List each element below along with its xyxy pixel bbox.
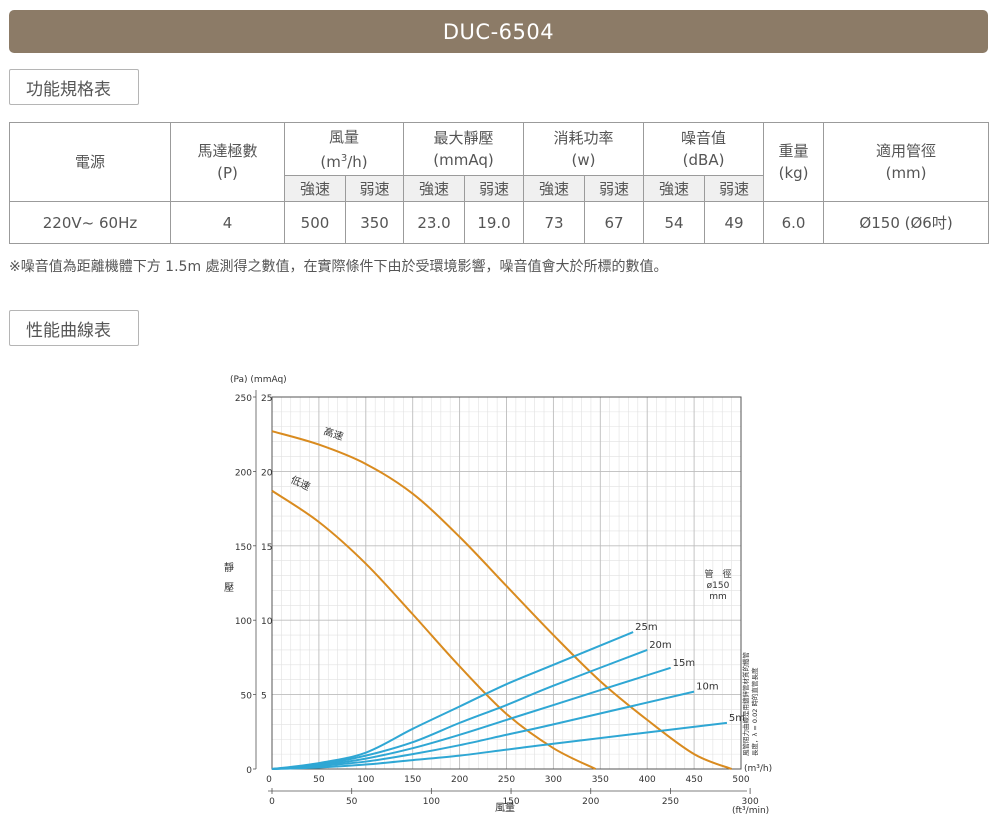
- subheader-weak: 弱速: [584, 175, 645, 202]
- x-axis-units: (m³/h): [744, 764, 772, 774]
- side-note-text: 長度，λ = 0.02 時的直管長度: [750, 667, 759, 756]
- subheader-weak: 弱速: [464, 175, 525, 202]
- cell-static-strong: 23.0: [403, 201, 466, 244]
- table-row: 220V~ 60Hz 4 500 350 23.0 19.0 73 67 54 …: [9, 201, 990, 244]
- duct-curve-10m: [271, 690, 695, 770]
- y-axis-units: (Pa) (mmAq): [230, 375, 287, 385]
- duct-length-label: 10m: [696, 682, 718, 693]
- cell-duct: Ø150 (Ø6吋): [823, 201, 990, 244]
- tab-performance-curve[interactable]: 性能曲線表: [9, 310, 139, 346]
- x-origin-label: 0: [266, 775, 272, 785]
- x-axis-title: 風量: [495, 802, 515, 814]
- y-tick-label-mmaq: 15: [261, 543, 272, 553]
- cell-consumption-strong: 73: [523, 201, 586, 244]
- y-tick-label-pa: 0: [246, 766, 252, 776]
- duct-length-label: 5m: [729, 713, 745, 724]
- cell-airflow-strong: 500: [284, 201, 346, 244]
- y-tick-label-pa: 50: [241, 692, 253, 702]
- header-duct: 適用管徑 (mm): [823, 122, 990, 202]
- cell-airflow-weak: 350: [344, 201, 405, 244]
- duct-curve-5m: [271, 721, 728, 770]
- header-airflow: 風量 (m3/h): [283, 122, 405, 176]
- duct-length-label: 25m: [635, 622, 657, 633]
- cell-consumption-weak: 67: [584, 201, 645, 244]
- x-tick-label: 350: [592, 775, 609, 785]
- x2-tick-label: 150: [502, 797, 519, 807]
- subheader-strong: 強速: [403, 175, 466, 202]
- duct-curve-15m: [271, 666, 671, 770]
- x-tick-label: 200: [451, 775, 468, 785]
- cell-noise-weak: 49: [704, 201, 765, 244]
- header-power-consumption: 消耗功率 (w): [523, 122, 645, 176]
- x2-axis-units: (ft³/min): [732, 806, 769, 816]
- cell-noise-strong: 54: [643, 201, 706, 244]
- x-tick-label: 500: [732, 775, 749, 785]
- subheader-strong: 強速: [643, 175, 706, 202]
- cell-static-weak: 19.0: [464, 201, 525, 244]
- y-tick-label-mmaq: 5: [261, 692, 267, 702]
- x-tick-label: 400: [639, 775, 656, 785]
- duct-curve-25m: [271, 631, 634, 770]
- y-axis-title: 靜: [224, 561, 234, 574]
- x2-tick-label: 300: [742, 797, 759, 807]
- header-static-pressure: 最大靜壓 (mmAq): [403, 122, 525, 176]
- y-tick-label-mmaq: 25: [261, 394, 272, 404]
- y-tick-label-pa: 200: [235, 468, 252, 478]
- y-axis-title: 壓: [224, 582, 234, 594]
- spec-table: 電源 馬達極數 (P) 風量 (m3/h) 最大靜壓 (mmAq) 消耗功率 (w) 噪…: [9, 122, 990, 244]
- header-power: 電源: [9, 122, 171, 202]
- cell-poles: 4: [170, 201, 285, 244]
- x2-tick-label: 250: [662, 797, 679, 807]
- header-weight: 重量 (kg): [763, 122, 825, 202]
- tab-spec-table[interactable]: 功能規格表: [9, 69, 139, 105]
- header-poles: 馬達極數 (P): [170, 122, 285, 202]
- subheader-weak: 弱速: [704, 175, 765, 202]
- y-tick-label-mmaq: 10: [261, 617, 273, 627]
- side-note-text: 風管阻力曲線是用鍍鋅管材質的鐵管: [741, 652, 750, 757]
- y-tick-label-pa: 100: [235, 617, 252, 627]
- duct-length-label: 20m: [649, 640, 671, 651]
- y-tick-label-pa: 250: [235, 394, 252, 404]
- fan-curve-label-high: 高速: [322, 424, 345, 443]
- x-tick-label: 300: [545, 775, 562, 785]
- cell-power: 220V~ 60Hz: [9, 201, 171, 244]
- page-title: DUC-6504: [9, 10, 988, 53]
- subheader-strong: 強速: [523, 175, 586, 202]
- x2-tick-label: 50: [346, 797, 358, 807]
- x-tick-label: 450: [686, 775, 703, 785]
- duct-size-label: mm: [709, 592, 727, 602]
- fan-curve-high: [271, 430, 732, 770]
- x2-tick-label: 100: [423, 797, 440, 807]
- x2-tick-label: 0: [269, 797, 275, 807]
- x-tick-label: 250: [498, 775, 515, 785]
- fan-curve-label-low: 低速: [289, 473, 313, 493]
- duct-length-label: 15m: [673, 658, 695, 669]
- x2-tick-label: 200: [582, 797, 599, 807]
- duct-size-label: ø150: [707, 581, 730, 591]
- plot-frame: [271, 396, 742, 770]
- x-tick-label: 100: [357, 775, 374, 785]
- noise-footnote: ※噪音值為距離機體下方 1.5m 處測得之數值，在實際條件下由於受環境影響，噪音…: [9, 259, 668, 275]
- x-tick-label: 150: [404, 775, 421, 785]
- duct-size-label: 管 徑: [704, 568, 731, 580]
- subheader-strong: 強速: [284, 175, 346, 202]
- subheader-weak: 弱速: [344, 175, 405, 202]
- y-tick-label-pa: 150: [235, 543, 252, 553]
- x-tick-label: 50: [313, 775, 325, 785]
- cell-weight: 6.0: [763, 201, 825, 244]
- y-tick-label-mmaq: 20: [261, 468, 273, 478]
- header-noise: 噪音值 (dBA): [643, 122, 765, 176]
